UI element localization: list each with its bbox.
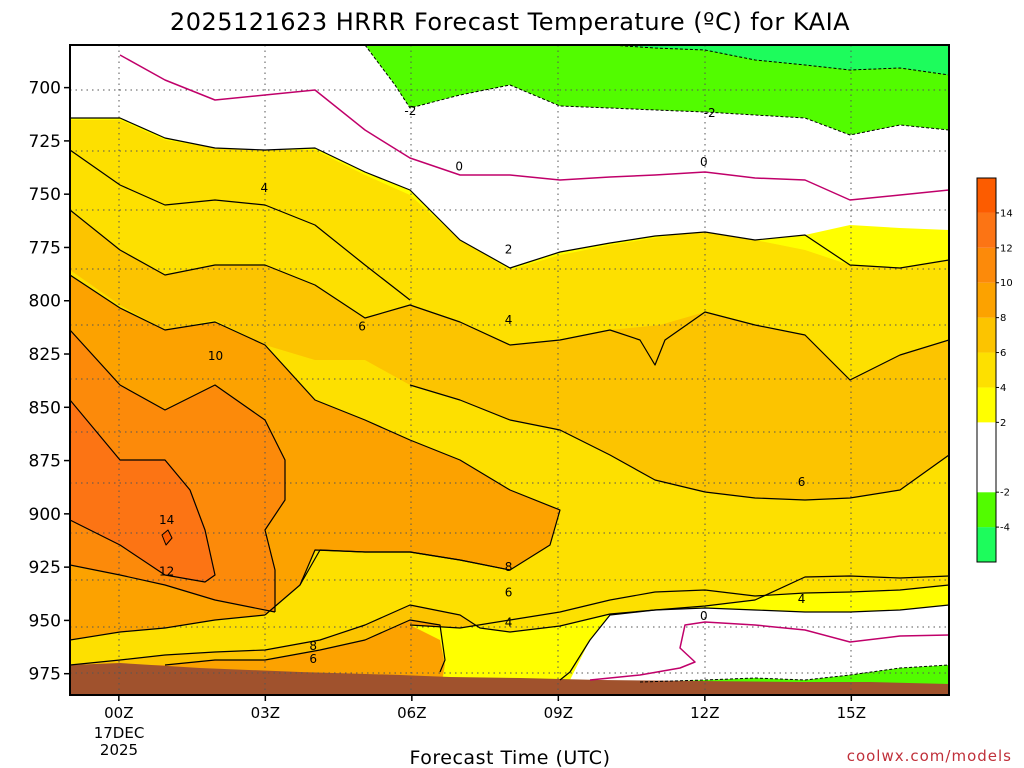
contour-4 (70, 209, 949, 381)
band-4-6c-lowlevel (460, 576, 949, 632)
contour-label: 0 (700, 609, 708, 623)
color-bar-tick-label: 6 (1000, 348, 1006, 359)
contour-4-low (409, 584, 949, 629)
x-axis-ticks: 00Z 03Z 06Z 09Z 12Z 15Z (104, 695, 866, 722)
contour-label: 4 (798, 592, 806, 606)
contour-label: 8 (309, 639, 317, 653)
contour-neg2-low (639, 664, 949, 683)
y-tick-label: 850 (29, 398, 61, 418)
y-tick-label: 950 (29, 611, 61, 631)
contour-label: 2 (505, 243, 513, 257)
color-bar-band (977, 387, 996, 423)
color-bar-band (977, 317, 996, 353)
band-neg2-2c (70, 45, 949, 695)
contour-6-upper (70, 149, 411, 301)
x-axis-label: Forecast Time (UTC) (410, 747, 611, 768)
contour-14 (161, 529, 173, 546)
contour-12-low (70, 564, 276, 613)
color-bar-tick-label: 12 (1000, 243, 1013, 254)
band-neg6-neg4c (610, 45, 949, 75)
contour-lines (70, 45, 949, 683)
color-bar-frame (976, 177, 997, 563)
color-bar-tick-label: 2 (1000, 418, 1006, 429)
contour-label: 0 (455, 159, 463, 173)
contour-8-lower (164, 619, 446, 673)
color-bar-band (977, 212, 996, 248)
contour-8-low (70, 549, 511, 641)
color-bar-band (977, 352, 996, 388)
contour-label: 8 (505, 560, 513, 574)
x-tick-label: 00Z (104, 704, 133, 722)
date-label-year: 2025 (100, 741, 138, 759)
y-tick-label: 825 (29, 345, 61, 365)
x-tick-label: 09Z (544, 704, 573, 722)
contour-label: 12 (159, 564, 174, 578)
color-bar-tick-label: 14 (1000, 208, 1013, 219)
contour-label: 6 (358, 319, 366, 333)
color-bar-band (977, 527, 996, 562)
color-bar-band (977, 178, 996, 213)
y-tick-label: 925 (29, 558, 61, 578)
color-bar-band (977, 282, 996, 318)
plot-frame (69, 44, 950, 696)
y-tick-label: 900 (29, 505, 61, 525)
color-bar-tick-label: -2 (1000, 488, 1010, 499)
contour-label: 6 (505, 586, 513, 600)
y-tick-label: 700 (29, 79, 61, 99)
contour-6-mid (409, 384, 949, 501)
x-tick-label: 03Z (251, 704, 280, 722)
x-tick-label: 06Z (397, 704, 426, 722)
color-bar-tick-label: 4 (1000, 383, 1006, 394)
contour-label: 0 (700, 155, 708, 169)
band-6-8c (70, 210, 949, 695)
y-axis-ticks: 700 725 750 775 800 825 850 875 900 925 950 975 (29, 79, 70, 685)
contour-10 (70, 399, 216, 583)
contour-label: -2 (404, 104, 416, 118)
y-tick-label: 800 (29, 292, 61, 312)
ground-terrain (70, 663, 949, 695)
x-tick-label: 15Z (837, 704, 866, 722)
contour-label: 14 (159, 513, 174, 527)
chart-title: 2025121623 HRRR Forecast Temperature (ºC… (170, 8, 850, 36)
contour-label: -2 (704, 106, 716, 120)
contour-neg4-upper (609, 45, 949, 76)
y-tick-label: 725 (29, 132, 61, 152)
color-bar-tick-label: 8 (1000, 313, 1006, 324)
color-bar-band (977, 492, 996, 528)
band-neg4-neg2c (365, 45, 949, 695)
contour-label: 4 (261, 181, 269, 195)
contour-0-upper (119, 54, 949, 201)
date-label-day: 17DEC (94, 724, 145, 742)
y-tick-label: 750 (29, 185, 61, 205)
color-bar-tick-label: 10 (1000, 278, 1013, 289)
color-bar-band (977, 422, 996, 493)
contour-6-low (70, 575, 949, 666)
color-bar-band (977, 247, 996, 283)
band-12-14c (70, 400, 215, 582)
y-tick-label: 875 (29, 452, 61, 472)
contour-0-low (589, 621, 949, 681)
contour-8 (70, 329, 286, 612)
contour-label: 6 (309, 652, 317, 666)
color-bar-tick-label: -4 (1000, 523, 1010, 534)
contour-neg2-upper (364, 45, 949, 136)
contour-label: 6 (798, 475, 806, 489)
contour-label: 4 (505, 313, 513, 327)
y-tick-label: 775 (29, 238, 61, 258)
grid-lines (70, 45, 949, 695)
x-tick-label: 12Z (690, 704, 719, 722)
contour-2-upper (70, 117, 949, 269)
contour-label: 10 (208, 349, 223, 363)
color-bar: -4 -2 2 4 6 8 10 12 14 (976, 177, 1013, 563)
y-tick-label: 975 (29, 665, 61, 685)
contour-2-low (559, 604, 949, 681)
contour-label: 4 (505, 616, 513, 630)
credit-link[interactable]: coolwx.com/models (847, 747, 1012, 765)
